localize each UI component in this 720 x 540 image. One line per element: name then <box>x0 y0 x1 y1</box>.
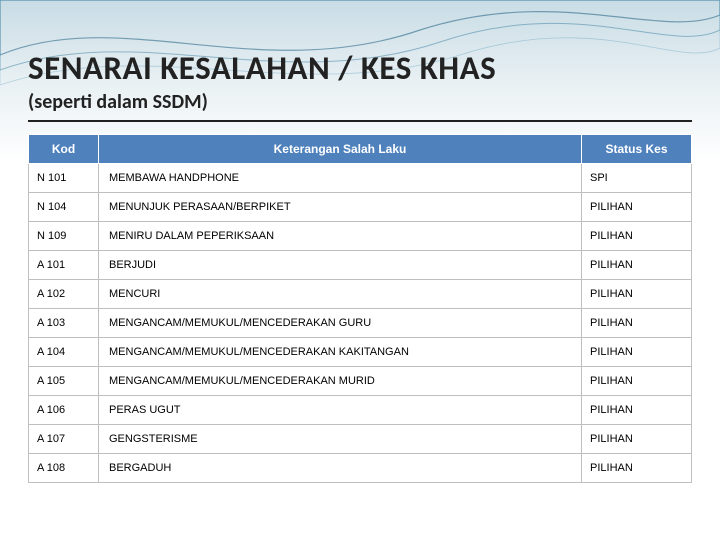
cell-keterangan: GENGSTERISME <box>99 425 582 454</box>
cell-status: PILIHAN <box>582 454 692 483</box>
cell-keterangan: MENGANCAM/MEMUKUL/MENCEDERAKAN GURU <box>99 309 582 338</box>
cell-keterangan: MENUNJUK PERASAAN/BERPIKET <box>99 193 582 222</box>
cell-status: PILIHAN <box>582 396 692 425</box>
cell-status: PILIHAN <box>582 338 692 367</box>
page-subtitle: (seperti dalam SSDM) <box>28 90 692 114</box>
cell-status: PILIHAN <box>582 309 692 338</box>
cell-kod: N 101 <box>29 164 99 193</box>
cell-keterangan: MENGANCAM/MEMUKUL/MENCEDERAKAN MURID <box>99 367 582 396</box>
cell-keterangan: MENCURI <box>99 280 582 309</box>
table-row: A 108BERGADUHPILIHAN <box>29 454 692 483</box>
cell-kod: N 104 <box>29 193 99 222</box>
cell-kod: A 107 <box>29 425 99 454</box>
title-underline <box>28 120 692 122</box>
cell-kod: A 101 <box>29 251 99 280</box>
cell-kod: A 106 <box>29 396 99 425</box>
cell-kod: A 108 <box>29 454 99 483</box>
col-header-keterangan: Keterangan Salah Laku <box>99 135 582 164</box>
cell-keterangan: BERJUDI <box>99 251 582 280</box>
cell-keterangan: MENGANCAM/MEMUKUL/MENCEDERAKAN KAKITANGA… <box>99 338 582 367</box>
table-row: A 104MENGANCAM/MEMUKUL/MENCEDERAKAN KAKI… <box>29 338 692 367</box>
table-row: N 101MEMBAWA HANDPHONESPI <box>29 164 692 193</box>
cell-keterangan: MENIRU DALAM PEPERIKSAAN <box>99 222 582 251</box>
table-row: A 105MENGANCAM/MEMUKUL/MENCEDERAKAN MURI… <box>29 367 692 396</box>
table-row: A 103MENGANCAM/MEMUKUL/MENCEDERAKAN GURU… <box>29 309 692 338</box>
cell-kod: A 104 <box>29 338 99 367</box>
table-row: N 104MENUNJUK PERASAAN/BERPIKETPILIHAN <box>29 193 692 222</box>
cell-keterangan: BERGADUH <box>99 454 582 483</box>
table-row: A 107GENGSTERISMEPILIHAN <box>29 425 692 454</box>
table-row: A 106PERAS UGUTPILIHAN <box>29 396 692 425</box>
cell-status: PILIHAN <box>582 367 692 396</box>
table-row: A 101BERJUDIPILIHAN <box>29 251 692 280</box>
cell-status: PILIHAN <box>582 193 692 222</box>
cell-status: PILIHAN <box>582 280 692 309</box>
misconduct-table: Kod Keterangan Salah Laku Status Kes N 1… <box>28 134 692 483</box>
cell-keterangan: MEMBAWA HANDPHONE <box>99 164 582 193</box>
page-title: SENARAI KESALAHAN / KES KHAS <box>28 48 692 88</box>
col-header-kod: Kod <box>29 135 99 164</box>
cell-status: PILIHAN <box>582 425 692 454</box>
cell-kod: A 103 <box>29 309 99 338</box>
cell-kod: A 102 <box>29 280 99 309</box>
cell-kod: A 105 <box>29 367 99 396</box>
cell-keterangan: PERAS UGUT <box>99 396 582 425</box>
cell-status: SPI <box>582 164 692 193</box>
cell-status: PILIHAN <box>582 251 692 280</box>
col-header-status: Status Kes <box>582 135 692 164</box>
table-row: N 109MENIRU DALAM PEPERIKSAANPILIHAN <box>29 222 692 251</box>
cell-status: PILIHAN <box>582 222 692 251</box>
table-header-row: Kod Keterangan Salah Laku Status Kes <box>29 135 692 164</box>
cell-kod: N 109 <box>29 222 99 251</box>
table-row: A 102MENCURIPILIHAN <box>29 280 692 309</box>
